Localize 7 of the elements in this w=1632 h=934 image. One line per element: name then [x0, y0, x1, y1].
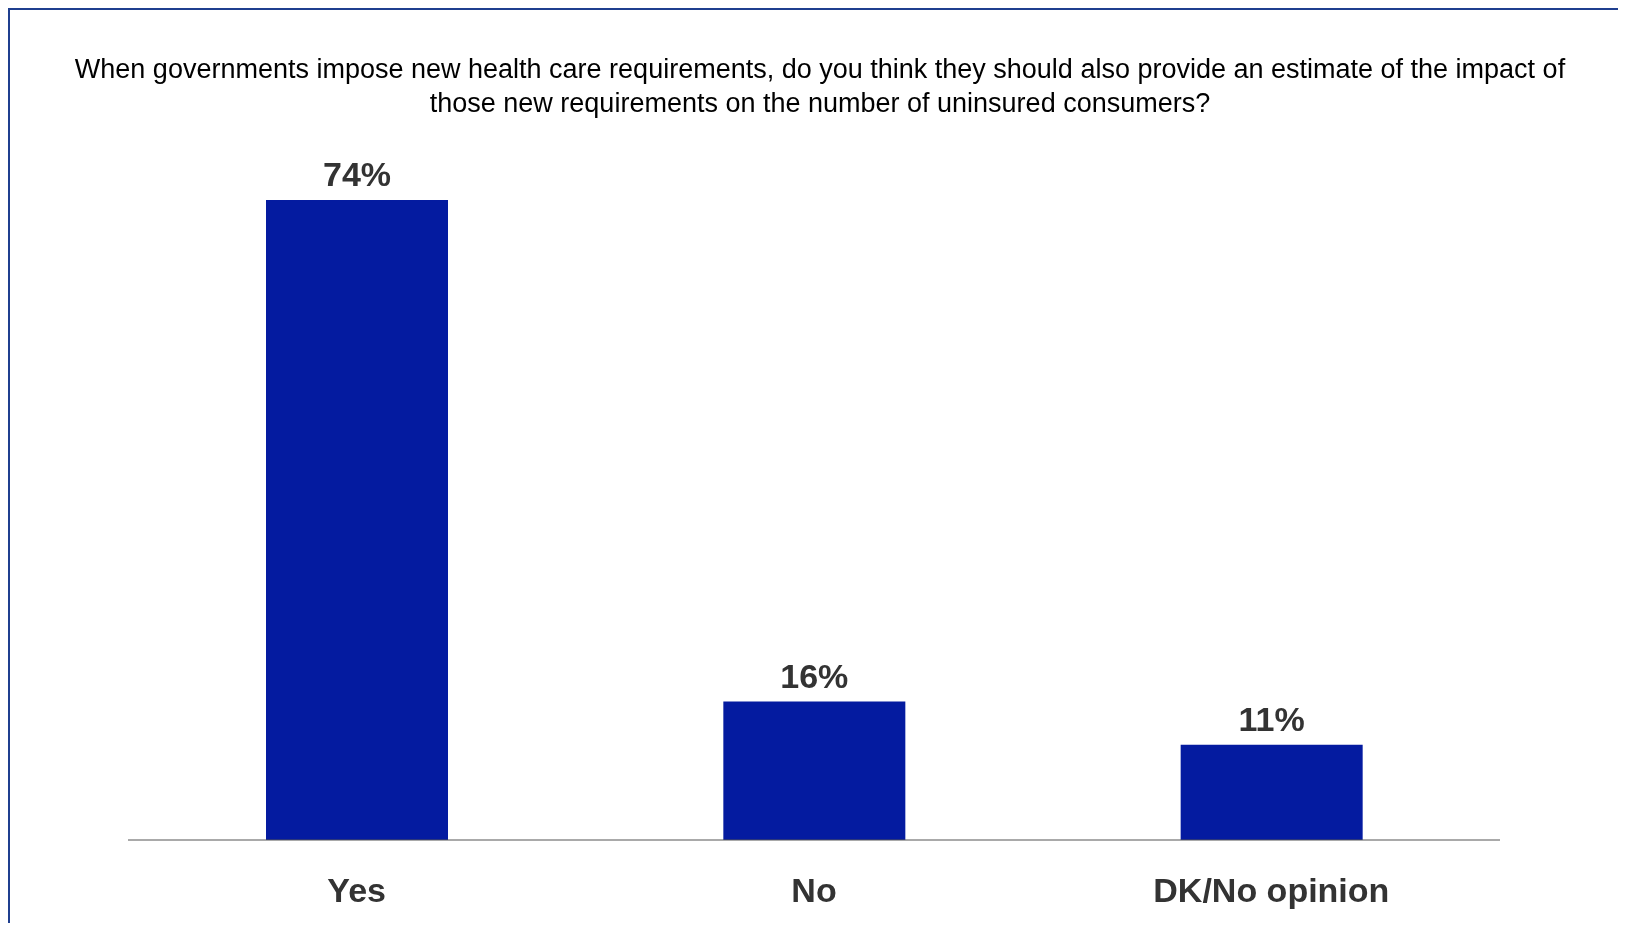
- chart-title: When governments impose new health care requirements, do you think they should also provide an estimate of the impact of those new requirements on the number of uninsured consumers?: [73, 53, 1567, 120]
- data-label: 16%: [780, 656, 849, 695]
- x-tick-label: No: [791, 871, 837, 910]
- data-label: 74%: [322, 155, 392, 193]
- x-tick-label: DK/No opinion: [1153, 871, 1390, 910]
- data-label: 11%: [1238, 699, 1305, 738]
- x-tick-label: Yes: [327, 871, 386, 910]
